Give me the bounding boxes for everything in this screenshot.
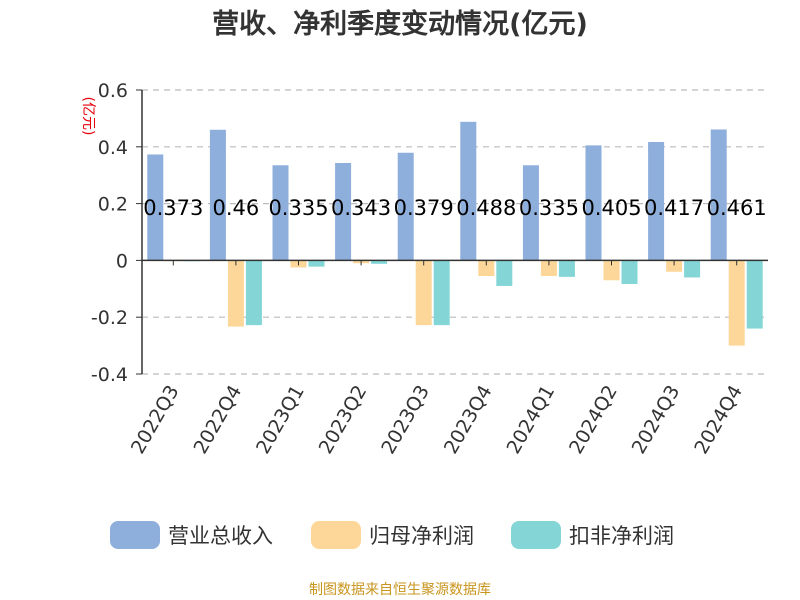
data-label: 0.379 [394, 196, 454, 220]
legend: 营业总收入 归母净利润 扣非净利润 [110, 521, 674, 549]
legend-label: 营业总收入 [168, 524, 273, 548]
x-tick-label: 2023Q4 [440, 382, 497, 458]
bar-2023Q3-营业总收入 [397, 152, 414, 261]
legend-swatch [511, 521, 561, 549]
bar-2023Q3-归母净利润 [415, 260, 432, 326]
legend-item-营业总收入: 营业总收入 [110, 521, 273, 549]
bar-2022Q3-营业总收入 [147, 154, 164, 261]
data-label: 0.417 [644, 196, 704, 220]
data-label: 0.373 [143, 196, 203, 220]
legend-label: 扣非净利润 [569, 524, 674, 548]
x-tick-label: 2024Q3 [628, 382, 685, 458]
bar-2024Q4-归母净利润 [728, 260, 745, 346]
bar-2023Q1-扣非净利润 [308, 260, 325, 267]
x-tick-label: 2023Q2 [315, 382, 372, 458]
x-tick-label: 2022Q4 [189, 382, 246, 458]
bar-2022Q4-营业总收入 [209, 129, 226, 261]
bar-2024Q3-扣非净利润 [684, 260, 701, 278]
bar-2024Q2-归母净利润 [603, 260, 620, 281]
bars [147, 121, 763, 346]
data-label: 0.343 [331, 196, 391, 220]
bar-2023Q4-营业总收入 [460, 121, 477, 261]
data-label: 0.46 [213, 196, 260, 220]
legend-item-扣非净利润: 扣非净利润 [511, 521, 674, 549]
data-label: 0.335 [268, 196, 328, 220]
legend-swatch [311, 521, 361, 549]
source-note: 制图数据来自恒生聚源数据库 [309, 582, 491, 598]
bar-2024Q2-营业总收入 [585, 145, 602, 261]
data-label: 0.488 [456, 196, 516, 220]
x-tick-label: 2024Q2 [565, 382, 622, 458]
y-tick-label: -0.2 [91, 307, 128, 329]
bar-2022Q4-归母净利润 [227, 260, 244, 327]
x-tick-label: 2024Q1 [502, 382, 559, 458]
data-label: 0.405 [581, 196, 641, 220]
bar-2022Q4-扣非净利润 [245, 260, 262, 326]
bar-2024Q2-扣非净利润 [621, 260, 638, 284]
legend-item-归母净利润: 归母净利润 [311, 521, 474, 549]
bar-2024Q3-归母净利润 [666, 260, 683, 272]
bar-2024Q4-营业总收入 [710, 129, 727, 261]
bar-2024Q1-扣非净利润 [558, 260, 575, 277]
y-tick-label: 0.6 [98, 80, 128, 102]
bar-2023Q2-扣非净利润 [371, 260, 388, 264]
x-tick-label: 2023Q1 [252, 382, 309, 458]
y-tick-label: 0.2 [98, 194, 128, 216]
x-tick-label: 2024Q4 [690, 382, 747, 458]
y-unit-label: (亿元) [80, 97, 96, 136]
bar-2024Q1-归母净利润 [540, 260, 557, 277]
grid-lines [142, 89, 768, 375]
bar-2023Q1-营业总收入 [272, 165, 289, 261]
y-tick-label: -0.4 [91, 364, 128, 386]
bar-2024Q3-营业总收入 [648, 141, 665, 261]
y-tick-label: 0.4 [98, 137, 128, 159]
data-label: 0.461 [707, 196, 767, 220]
bar-2023Q4-扣非净利润 [496, 260, 513, 286]
x-tick-label: 2022Q3 [127, 382, 184, 458]
bar-2023Q2-营业总收入 [335, 162, 352, 261]
y-tick-label: 0 [116, 250, 128, 272]
bar-2024Q1-营业总收入 [522, 165, 539, 261]
x-tick-label: 2023Q3 [377, 382, 434, 458]
legend-label: 归母净利润 [369, 524, 474, 548]
bar-2023Q4-归母净利润 [478, 260, 495, 277]
bar-2024Q4-扣非净利润 [746, 260, 763, 329]
chart-title: 营收、净利季度变动情况(亿元) [212, 8, 588, 40]
bar-2023Q3-扣非净利润 [433, 260, 450, 326]
data-label: 0.335 [519, 196, 579, 220]
legend-swatch [110, 521, 160, 549]
data-labels: 0.373 0.46 0.335 0.343 0.379 0.488 0.335 0.405 0… [143, 196, 767, 220]
